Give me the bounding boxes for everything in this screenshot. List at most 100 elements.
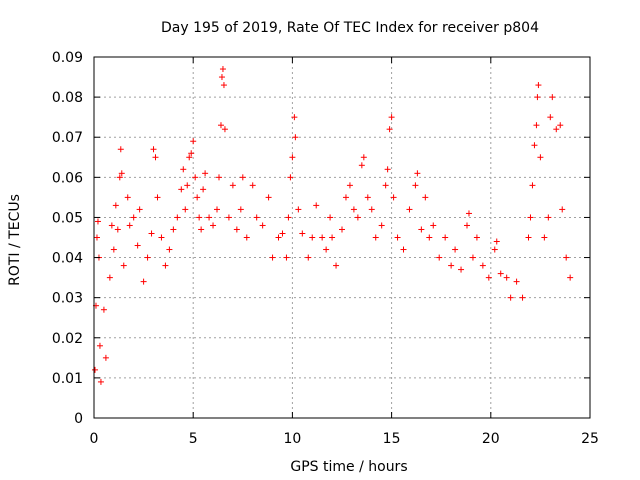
data-point [559, 206, 566, 213]
data-point [535, 82, 542, 89]
data-point [386, 126, 393, 133]
data-point [382, 182, 389, 189]
data-point [210, 222, 217, 229]
data-point [190, 138, 197, 145]
data-point [350, 206, 357, 213]
data-point [448, 262, 455, 269]
data-point [319, 234, 326, 241]
data-point [545, 214, 552, 221]
data-point [283, 254, 290, 261]
data-point [269, 254, 276, 261]
data-point [313, 202, 320, 209]
data-point [174, 214, 181, 221]
data-point [553, 126, 560, 133]
data-point [196, 214, 203, 221]
data-point [388, 114, 395, 121]
data-point [116, 174, 123, 181]
data-point [97, 378, 104, 385]
data-point [186, 154, 193, 161]
data-point [239, 174, 246, 181]
data-point [275, 234, 282, 241]
x-tick-label: 15 [383, 431, 401, 447]
data-point [323, 246, 330, 253]
data-point [184, 182, 191, 189]
data-point [563, 254, 570, 261]
data-point [217, 122, 224, 129]
data-point [198, 226, 205, 233]
data-point [214, 206, 221, 213]
data-point [479, 262, 486, 269]
data-point [225, 214, 232, 221]
data-point [354, 214, 361, 221]
data-point [436, 254, 443, 261]
data-point [192, 174, 199, 181]
data-point [220, 82, 227, 89]
data-point [219, 66, 226, 73]
data-point [150, 146, 157, 153]
axis-ticks: 0 0.01 0.02 0.03 0.04 0.05 0.06 0.07 0.08 0.09 0 5 1… [52, 50, 599, 447]
data-point [339, 226, 345, 233]
data-point [567, 274, 574, 281]
data-point [534, 94, 541, 101]
data-point [503, 274, 510, 281]
data-point [547, 114, 554, 121]
data-point [180, 166, 187, 173]
data-point [126, 222, 133, 229]
data-point [442, 234, 449, 241]
data-point [358, 162, 365, 169]
data-point [452, 246, 459, 253]
data-point [120, 262, 127, 269]
data-point [259, 222, 266, 229]
data-point [378, 222, 385, 229]
data-point [533, 122, 540, 129]
data-point [463, 222, 470, 229]
data-point [485, 274, 492, 281]
data-point [279, 230, 286, 237]
data-point [497, 270, 504, 277]
x-tick-label: 25 [581, 431, 599, 447]
data-point [110, 246, 117, 253]
data-point [305, 254, 312, 261]
grid [94, 57, 590, 418]
data-point [329, 234, 336, 241]
data-point [529, 182, 536, 189]
y-tick-label: 0.09 [52, 50, 83, 66]
data-point [537, 154, 544, 161]
data-point [188, 150, 195, 157]
data-point [309, 234, 316, 241]
y-tick-label: 0 [74, 411, 83, 427]
data-point [221, 126, 228, 133]
data-point [152, 154, 159, 161]
data-point [106, 274, 113, 281]
data-point [493, 238, 500, 245]
y-tick-label: 0.07 [52, 130, 83, 146]
x-tick-label: 0 [90, 431, 99, 447]
data-point [295, 206, 302, 213]
data-point [202, 170, 209, 177]
data-point [233, 226, 240, 233]
data-point [118, 170, 125, 177]
data-point [108, 222, 115, 229]
data-point [406, 206, 413, 213]
data-point [557, 122, 564, 129]
data-point [426, 234, 433, 241]
data-point [166, 246, 173, 253]
data-point [170, 226, 177, 233]
data-point [291, 114, 298, 121]
data-point [178, 186, 185, 193]
data-point [194, 194, 201, 201]
data-point [218, 74, 225, 81]
data-point [287, 174, 294, 181]
data-point [541, 234, 548, 241]
data-point [285, 214, 292, 221]
data-point [549, 94, 556, 101]
data-point [519, 294, 526, 301]
data-point [215, 174, 222, 181]
data-point [91, 366, 98, 373]
data-point [384, 166, 391, 173]
data-point [507, 294, 514, 301]
data-point [525, 234, 532, 241]
data-points [91, 66, 574, 385]
data-point [206, 214, 213, 221]
